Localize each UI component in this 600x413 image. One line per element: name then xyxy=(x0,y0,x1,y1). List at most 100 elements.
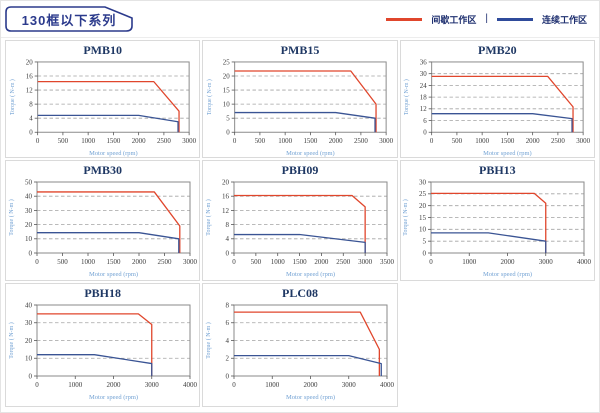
x-tick-label: 2000 xyxy=(329,138,343,145)
x-tick-label: 4000 xyxy=(577,258,592,266)
x-tick-label: 500 xyxy=(255,138,266,145)
chart-title: PMB20 xyxy=(477,43,517,57)
series-line-1 xyxy=(431,113,573,133)
plot-frame xyxy=(430,181,585,254)
series-line-0 xyxy=(36,191,181,253)
y-tick-label: 12 xyxy=(25,87,32,94)
chart-title: PBH18 xyxy=(84,286,121,300)
x-tick-label: 3000 xyxy=(539,258,554,266)
x-tick-label: 0 xyxy=(232,258,236,266)
x-tick-label: 1000 xyxy=(278,138,292,145)
y-tick-label: 10 xyxy=(223,102,230,109)
y-tick-label: 30 xyxy=(419,178,427,186)
series-line-0 xyxy=(233,194,366,253)
x-axis-title: Motor speed (rpm) xyxy=(89,271,138,278)
plot-frame xyxy=(431,61,584,133)
series-line-0 xyxy=(37,80,180,133)
x-tick-label: 1000 xyxy=(81,258,96,266)
x-tick-label: 1500 xyxy=(293,258,308,266)
y-tick-label: 12 xyxy=(420,106,427,113)
plot-frame xyxy=(233,181,388,254)
y-axis-title: Torque ( N-m ) xyxy=(402,199,409,235)
chart-plot: 0 4 8 12 16 20 0 500 1000 1500 2000 2500 3000 3500 Mot… xyxy=(205,178,395,278)
chart-title: PBH09 xyxy=(281,163,319,177)
x-tick-label: 0 xyxy=(35,381,39,389)
x-tick-label: 1500 xyxy=(303,138,317,145)
y-tick-label: 10 xyxy=(25,235,33,243)
series-line-1 xyxy=(233,233,366,253)
legend-line-continuous-icon xyxy=(496,17,533,21)
y-tick-label: 0 xyxy=(28,249,32,257)
x-tick-label: 0 xyxy=(430,258,434,266)
y-tick-label: 30 xyxy=(25,207,33,215)
charts-grid: PMB10 0 4 8 12 16 20 0 500 1000 1500 2000 2500 3000 M… xyxy=(1,38,599,411)
chart-plot: 0 5 10 15 20 25 30 0 1000 2000 3000 4000 Motor speed… xyxy=(402,178,592,278)
y-tick-label: 30 xyxy=(420,71,427,78)
y-tick-label: 50 xyxy=(25,178,33,186)
series-line-0 xyxy=(431,192,547,253)
y-axis-title: Torque ( N-m ) xyxy=(8,322,15,358)
chart-panel: PMB10 0 4 8 12 16 20 0 500 1000 1500 2000 2500 3000 M… xyxy=(5,40,201,158)
series-line-1 xyxy=(234,111,376,133)
header: 130框以下系列 间歇工作区 | 连续工作区 xyxy=(1,1,599,38)
x-tick-label: 2000 xyxy=(526,138,540,145)
y-tick-label: 0 xyxy=(29,130,33,137)
y-tick-label: 15 xyxy=(223,87,230,94)
chart-plot: 0 5 10 15 20 25 0 500 1000 1500 2000 2500 3000 Motor … xyxy=(206,59,394,157)
y-tick-label: 20 xyxy=(223,73,230,80)
plot-frame xyxy=(233,304,388,377)
series-line-1 xyxy=(431,232,547,253)
x-axis-title: Motor speed (rpm) xyxy=(483,271,532,278)
y-tick-label: 36 xyxy=(420,59,427,66)
y-axis-title: Torque ( N-m ) xyxy=(205,199,212,235)
y-tick-label: 6 xyxy=(424,118,428,125)
page-title: 130框以下系列 xyxy=(21,12,117,28)
y-tick-label: 4 xyxy=(29,116,33,123)
x-tick-label: 1500 xyxy=(106,138,120,145)
x-tick-label: 0 xyxy=(430,138,434,145)
y-tick-label: 0 xyxy=(225,249,229,257)
x-tick-label: 2000 xyxy=(314,258,329,266)
plot-frame xyxy=(234,61,387,133)
x-axis-title: Motor speed (rpm) xyxy=(286,271,335,278)
series-title-box: 130框以下系列 xyxy=(5,6,133,32)
chart-title: PBH13 xyxy=(478,163,516,177)
y-tick-label: 20 xyxy=(25,337,33,345)
y-tick-label: 40 xyxy=(25,193,33,201)
chart-title: PMB30 xyxy=(83,163,122,177)
x-tick-label: 1500 xyxy=(106,258,121,266)
chart-panel: PLC08 0 2 4 6 8 0 1000 2000 3000 4000 Motor speed … xyxy=(202,283,398,407)
chart-panel: PBH09 0 4 8 12 16 20 0 500 1000 1500 2000 2500 3000 3… xyxy=(202,160,398,281)
x-axis-title: Motor speed (rpm) xyxy=(89,150,138,157)
y-tick-label: 15 xyxy=(419,214,427,222)
x-axis-title: Motor speed (rpm) xyxy=(483,150,532,157)
y-tick-label: 0 xyxy=(225,372,229,380)
chart-panel: PBH13 0 5 10 15 20 25 30 0 1000 2000 3000 4000 Motor… xyxy=(399,160,595,281)
x-tick-label: 2500 xyxy=(157,258,172,266)
x-tick-label: 2500 xyxy=(336,258,351,266)
y-axis-title: Torque ( N-m ) xyxy=(9,79,16,115)
series-line-1 xyxy=(36,232,180,253)
x-tick-label: 3000 xyxy=(358,258,373,266)
series-line-1 xyxy=(37,114,179,133)
y-tick-label: 8 xyxy=(29,102,33,109)
chart-plot: 0 2 4 6 8 0 1000 2000 3000 4000 Motor speed (rpm) T… xyxy=(205,301,395,401)
x-tick-label: 1500 xyxy=(501,138,515,145)
x-tick-label: 2000 xyxy=(106,381,121,389)
y-tick-label: 10 xyxy=(419,226,427,234)
x-tick-label: 0 xyxy=(36,138,40,145)
y-tick-label: 25 xyxy=(223,59,230,66)
y-tick-label: 4 xyxy=(225,235,229,243)
x-tick-label: 3000 xyxy=(182,138,196,145)
y-tick-label: 16 xyxy=(25,73,32,80)
legend: 间歇工作区 | 连续工作区 xyxy=(386,13,589,26)
x-axis-title: Motor speed (rpm) xyxy=(286,394,335,401)
y-axis-title: Torque ( N-m ) xyxy=(403,79,410,115)
x-tick-label: 2000 xyxy=(501,258,516,266)
y-tick-label: 4 xyxy=(225,337,229,345)
x-tick-label: 1000 xyxy=(271,258,286,266)
y-tick-label: 10 xyxy=(25,355,33,363)
chart-panel: PBH18 0 10 20 30 40 0 1000 2000 3000 4000 Motor sp… xyxy=(5,283,201,407)
